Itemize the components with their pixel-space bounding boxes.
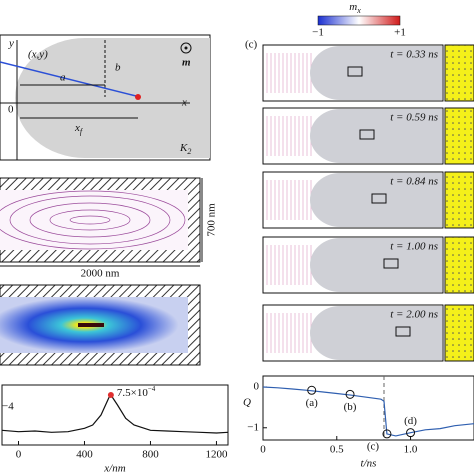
point bbox=[406, 428, 416, 438]
colorbar bbox=[317, 15, 401, 26]
box bbox=[371, 193, 387, 204]
time-label: t = 0.84 ns bbox=[390, 176, 438, 188]
series-line bbox=[262, 386, 474, 437]
label: x bbox=[181, 97, 187, 109]
label: (x,y) bbox=[28, 49, 48, 61]
time-label: t = 0.33 ns bbox=[390, 49, 438, 61]
symbol bbox=[184, 46, 188, 50]
y-tick-label: −1 bbox=[247, 421, 259, 433]
x-tick-label: 800 bbox=[142, 449, 159, 461]
point bbox=[307, 385, 317, 395]
label: b bbox=[115, 62, 121, 74]
region bbox=[310, 46, 442, 100]
panel-b: 700 nm 2000 nm bbox=[0, 177, 218, 280]
annotation-text: 7.5×10 bbox=[117, 387, 148, 399]
box bbox=[347, 66, 363, 77]
point bbox=[345, 389, 355, 399]
x-tick-label: 0 bbox=[260, 444, 266, 456]
label: m bbox=[182, 57, 191, 69]
time-label: t = 1.00 ns bbox=[390, 241, 438, 253]
time-label: t = 0.59 ns bbox=[390, 112, 438, 124]
point bbox=[382, 429, 392, 439]
plot-frame bbox=[262, 375, 474, 441]
panel-c: (c) mx −1 +1 bbox=[245, 1, 406, 51]
y-label: Q bbox=[243, 397, 251, 409]
dot bbox=[135, 94, 141, 100]
label: 700 nm bbox=[206, 203, 218, 237]
label: −4 bbox=[2, 401, 14, 413]
annotation: (c) bbox=[367, 440, 380, 452]
label: 2000 nm bbox=[81, 268, 120, 280]
label: K2 bbox=[179, 142, 191, 157]
series-line bbox=[1, 394, 229, 434]
label: y bbox=[8, 38, 14, 50]
region bbox=[310, 238, 442, 292]
strip bbox=[444, 107, 474, 165]
annotation: (b) bbox=[344, 401, 357, 413]
peak bbox=[107, 392, 114, 398]
x-label: t/ns bbox=[361, 458, 377, 470]
time-label: t = 2.00 ns bbox=[390, 309, 438, 321]
label: mx bbox=[349, 1, 361, 16]
box bbox=[395, 326, 411, 337]
plot-frame bbox=[1, 384, 229, 446]
panel-a: y (x,y) b a 0 xf x m K2 bbox=[0, 34, 211, 161]
film bbox=[0, 190, 188, 250]
box bbox=[359, 129, 375, 140]
panel-map bbox=[0, 284, 201, 366]
fringes bbox=[0, 190, 186, 250]
strip bbox=[444, 236, 474, 294]
symbol bbox=[180, 42, 192, 54]
strip bbox=[444, 44, 474, 102]
label: −1 bbox=[312, 27, 324, 39]
annotation-sup: −4 bbox=[148, 385, 156, 393]
annotation: (d) bbox=[404, 415, 417, 427]
y-tick-label: 0 bbox=[254, 381, 260, 393]
annotation: 7.5×10−4 bbox=[117, 385, 156, 399]
label: +1 bbox=[394, 27, 406, 39]
x-tick-label: 0 bbox=[16, 449, 22, 461]
label: (c) bbox=[245, 39, 258, 51]
x-tick-label: 400 bbox=[76, 449, 93, 461]
x-label: x/nm bbox=[103, 463, 125, 474]
strip bbox=[444, 171, 474, 229]
ray bbox=[0, 61, 137, 97]
core bbox=[78, 323, 104, 327]
label: a bbox=[60, 72, 66, 84]
x-tick-label: 1200 bbox=[205, 449, 228, 461]
x-tick-label: 1.0 bbox=[404, 444, 418, 456]
x-tick-label: 0.5 bbox=[330, 444, 344, 456]
region bbox=[310, 306, 442, 360]
region bbox=[310, 109, 442, 163]
region bbox=[15, 38, 210, 158]
label: 0 bbox=[8, 104, 14, 116]
label: xf bbox=[74, 122, 84, 137]
strip bbox=[444, 304, 474, 362]
box bbox=[383, 258, 399, 269]
annotation: (a) bbox=[306, 397, 319, 409]
region bbox=[310, 173, 442, 227]
